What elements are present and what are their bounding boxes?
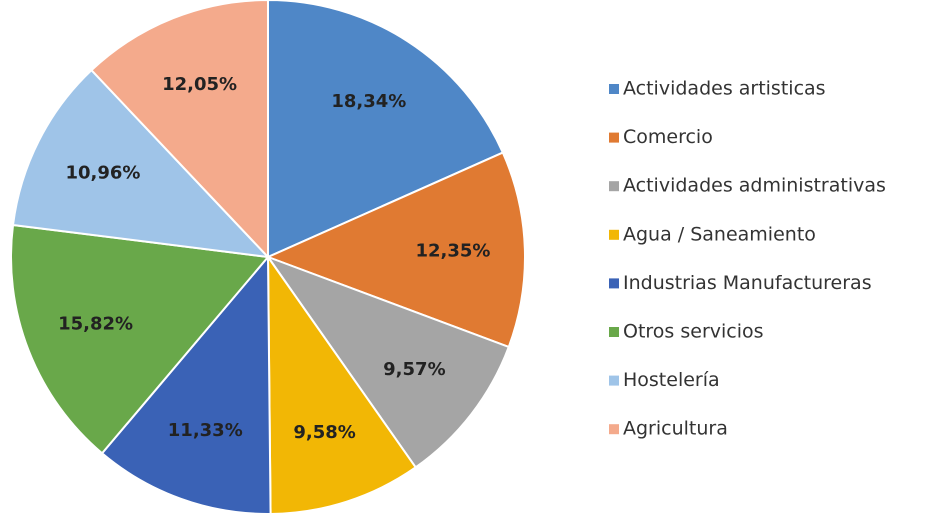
legend-swatch (609, 132, 619, 143)
pie-slice (265, 151, 526, 349)
slice-label: 11,33% (168, 420, 243, 441)
pie-slice (265, 254, 511, 469)
legend-swatch (609, 375, 619, 386)
legend-label: Hostelería (623, 369, 720, 391)
legend-swatch (609, 327, 619, 337)
legend-swatch (609, 229, 619, 240)
pie-slice (266, 253, 418, 513)
pie-slice (11, 68, 271, 259)
legend-swatch (609, 278, 619, 289)
legend-label: Agricultura (623, 418, 728, 440)
legend-label: Otros servicios (623, 321, 764, 343)
legend-swatch (609, 424, 619, 435)
legend-label: Agua / Saneamiento (623, 223, 816, 245)
slice-label: 12,05% (162, 74, 237, 95)
slice-label: 9,58% (293, 422, 355, 443)
legend-label: Actividades artisticas (623, 78, 826, 100)
legend-label: Comercio (623, 126, 713, 148)
slice-label: 10,96% (65, 162, 140, 183)
slice-label: 15,82% (58, 313, 133, 334)
slice-label: 12,35% (415, 240, 490, 261)
slice-label: 18,34% (331, 91, 406, 112)
legend-label: Actividades administrativas (623, 175, 886, 197)
legend-swatch (609, 84, 619, 94)
legend-label: Industrias Manufactureras (623, 272, 872, 294)
pie-slice (100, 254, 272, 513)
pie-slice (10, 223, 270, 455)
pie-slice (90, 0, 269, 260)
legend-swatch (609, 181, 619, 192)
slice-label: 9,57% (383, 359, 445, 380)
pie-slice (267, 0, 505, 259)
